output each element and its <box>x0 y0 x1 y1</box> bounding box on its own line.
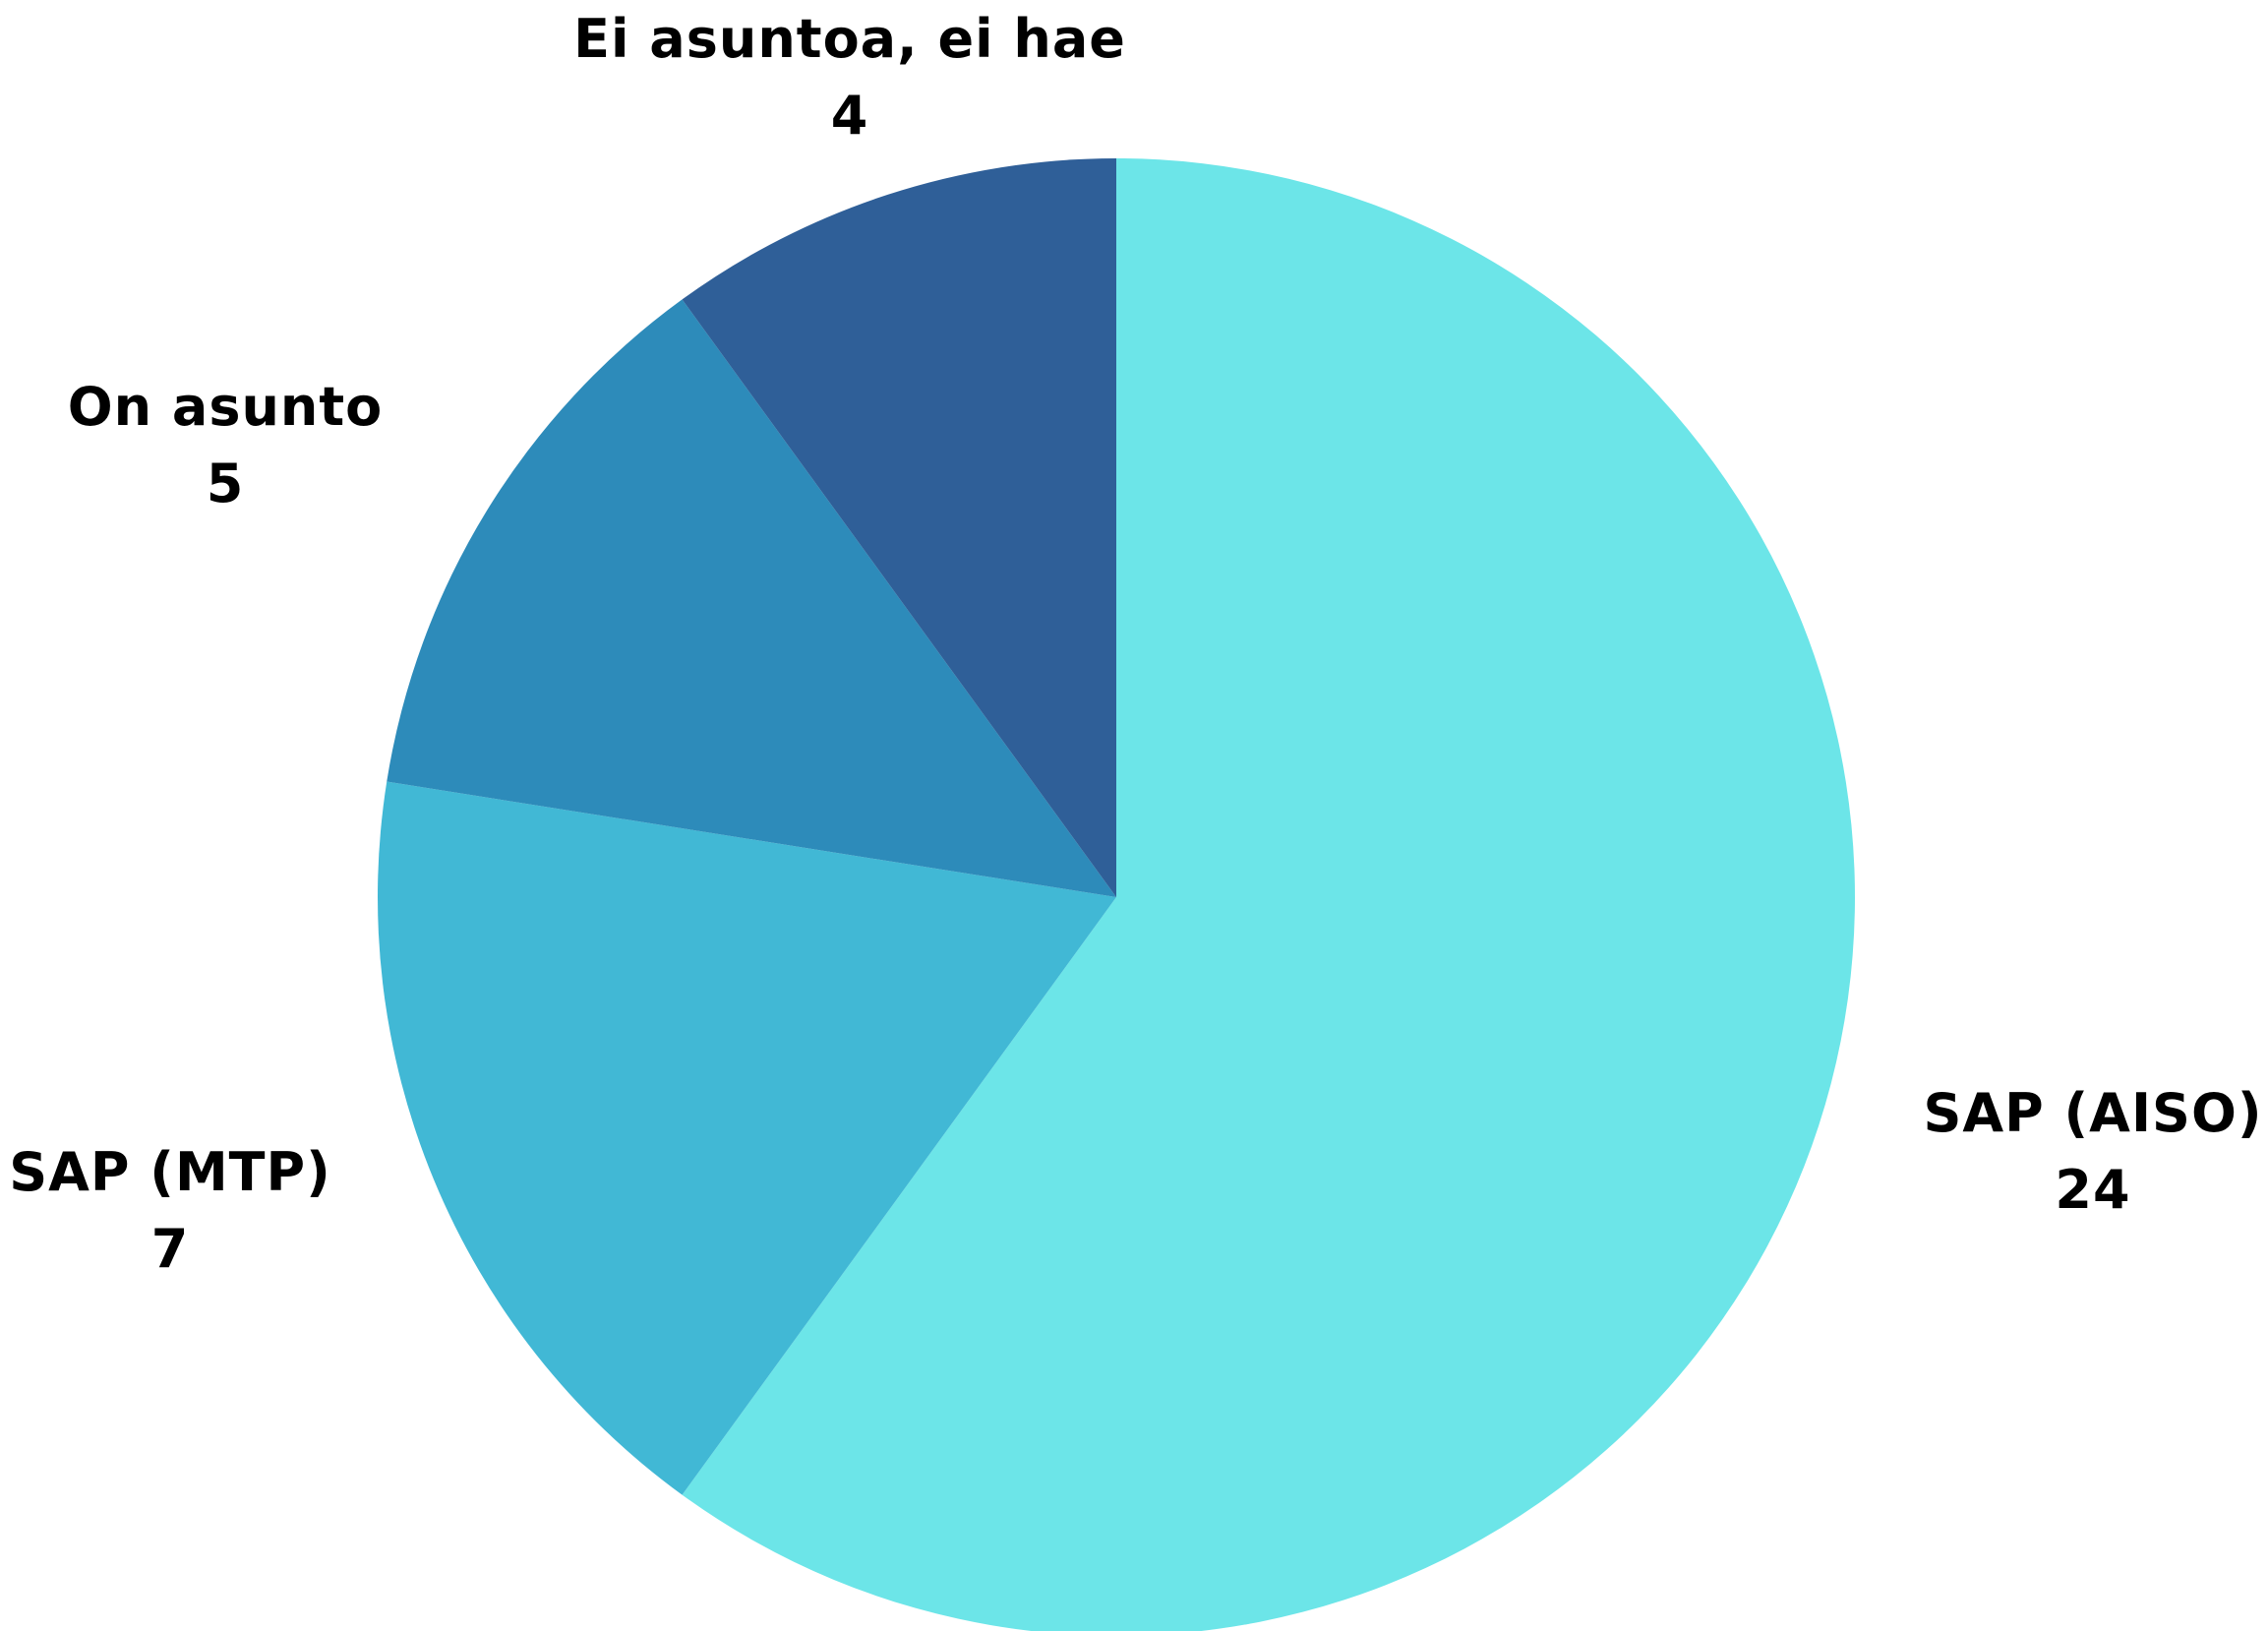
pie-slice-on-asunto <box>387 299 1116 897</box>
pie-slice-sap-mtp <box>378 781 1117 1495</box>
slice-label-on-asunto: On asunto <box>68 376 384 438</box>
slice-label-ei-asuntoa-ei-hae: Ei asuntoa, ei hae <box>573 8 1126 70</box>
pie-slices <box>378 158 1855 1631</box>
slice-value-sap-aiso: 24 <box>2055 1159 2130 1221</box>
pie-slice-sap-aiso <box>682 158 1855 1631</box>
pie-labels: SAP (AISO) 24 SAP (MTP) 7 On asunto 5 Ei asunt… <box>9 8 2262 1280</box>
slice-value-ei-asuntoa-ei-hae: 4 <box>831 85 869 147</box>
slice-value-sap-mtp: 7 <box>151 1218 190 1280</box>
slice-label-sap-mtp: SAP (MTP) <box>9 1141 331 1203</box>
pie-slice-ei-asuntoa-ei-hae <box>682 158 1116 897</box>
slice-value-on-asunto: 5 <box>207 453 245 514</box>
slice-label-sap-aiso: SAP (AISO) <box>1923 1082 2262 1144</box>
